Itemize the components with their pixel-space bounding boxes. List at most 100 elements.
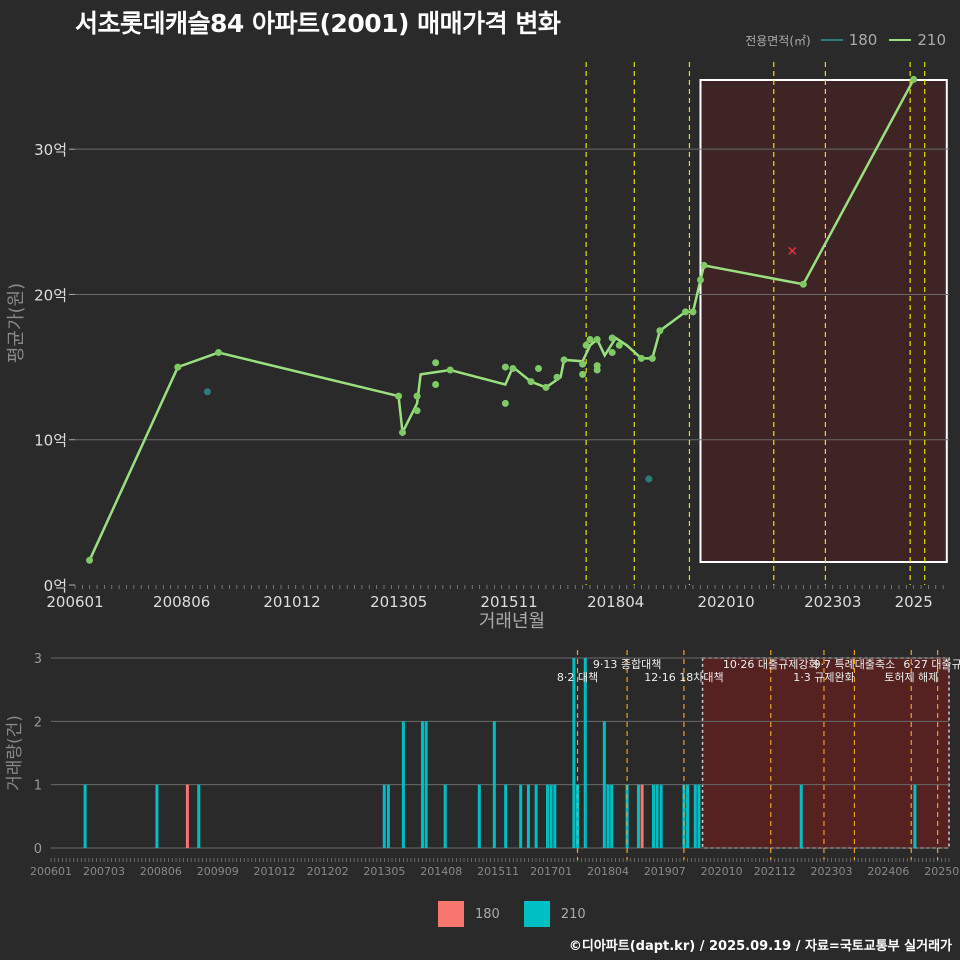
volume-bar-210	[401, 721, 405, 848]
volume-bar-210	[155, 784, 159, 848]
bottom-legend-label-180: 180	[475, 906, 500, 922]
data-point-210	[501, 399, 509, 407]
data-point-210	[501, 363, 509, 371]
data-point-210	[700, 261, 708, 269]
volume-bar-210	[386, 784, 390, 848]
data-point-210	[586, 335, 594, 343]
data-point-180	[203, 388, 211, 396]
data-point-210	[527, 378, 535, 386]
x-tick-label: 200806	[153, 593, 210, 611]
legend-swatch-210	[889, 39, 912, 41]
x-tick-label: 202406	[867, 865, 909, 878]
x-tick-label: 202010	[701, 865, 743, 878]
footer-credit: ©디아파트(dapt.kr) / 2025.09.19 / 자료=국토교통부 실…	[568, 939, 952, 954]
data-point-180	[645, 475, 653, 483]
bottom-legend-swatch-210	[523, 901, 550, 927]
x-tick-label: 201408	[420, 865, 462, 878]
x-tick-label: 200601	[30, 865, 72, 878]
event-label: 토허제 해제	[884, 670, 938, 684]
legend-swatch-180	[820, 39, 843, 41]
y-tick-label: 2	[34, 715, 42, 730]
volume-bar-210	[572, 658, 576, 848]
data-point-210	[582, 341, 590, 349]
legend-label-210: 210	[917, 31, 946, 49]
volume-bar-210	[83, 784, 87, 848]
volume-bar-210	[382, 784, 386, 848]
data-point-210	[432, 359, 440, 367]
volume-bar-210	[549, 784, 553, 848]
volume-bar-210	[553, 784, 557, 848]
volume-bar-210	[610, 784, 614, 848]
volume-bar-210	[546, 784, 550, 848]
x-tick-label: 202010	[697, 593, 754, 611]
bottom-legend: 180 210	[438, 901, 610, 927]
highlight-marker	[788, 246, 797, 255]
data-point-210	[696, 276, 704, 284]
volume-bar-210	[526, 784, 530, 848]
data-point-210	[648, 354, 656, 362]
chart-title: 서초롯데캐슬84 아파트(2001) 매매가격 변화	[75, 9, 561, 38]
x-tick-label: 202112	[754, 865, 796, 878]
volume-bar-210	[519, 784, 523, 848]
volume-bar-210	[693, 784, 697, 848]
data-point-210	[413, 407, 421, 415]
data-point-210	[214, 349, 222, 357]
y-axis-title: 거래량(건)	[5, 715, 25, 791]
x-tick-label: 202303	[804, 593, 861, 611]
x-axis-title: 거래년월	[479, 611, 545, 632]
data-point-210	[395, 392, 403, 400]
volume-bar-210	[420, 721, 424, 848]
data-point-210	[593, 335, 601, 343]
data-point-210	[681, 308, 689, 316]
x-tick-label: 202303	[811, 865, 853, 878]
data-point-210	[615, 341, 623, 349]
y-tick-label: 0	[34, 842, 42, 857]
x-tick-label: 201202	[307, 865, 349, 878]
shaded-period-box	[701, 657, 950, 849]
y-tick-label: 1	[34, 779, 42, 794]
volume-bar-210	[799, 784, 803, 848]
x-tick-label: 201701	[530, 865, 572, 878]
x-tick-label: 201305	[363, 865, 405, 878]
shaded-period-box	[699, 79, 948, 563]
data-point-210	[86, 556, 94, 564]
volume-bar-210	[443, 784, 447, 848]
x-tick-label: 201305	[370, 593, 427, 611]
x-tick-label: 2025	[895, 593, 933, 611]
data-point-210	[608, 334, 616, 342]
volume-bar-210	[583, 658, 587, 848]
volume-bar-210	[606, 784, 610, 848]
event-label: 9·13 종합대책	[593, 658, 661, 671]
data-point-210	[534, 365, 542, 373]
volume-bar-210	[655, 784, 659, 848]
event-label: 6·27 대출규제	[903, 658, 960, 671]
data-point-210	[579, 360, 587, 368]
x-tick-label: 202509	[924, 865, 960, 878]
bottom-legend-swatch-180	[438, 901, 464, 927]
event-label: 10·26 대출규제강화	[723, 658, 819, 671]
x-tick-label: 201511	[480, 593, 537, 611]
x-tick-label: 200703	[83, 865, 125, 878]
volume-bar-210	[636, 784, 640, 848]
x-tick-label: 201511	[477, 865, 519, 878]
x-tick-label: 200909	[197, 865, 239, 878]
volume-bar-210	[477, 784, 481, 848]
y-tick-label: 3	[34, 652, 42, 667]
x-tick-label: 201012	[254, 865, 296, 878]
data-point-210	[799, 280, 807, 288]
top-legend: 전용면적(㎡) 180 210	[745, 31, 952, 49]
y-tick-label: 0억	[44, 577, 67, 595]
volume-bar-210	[651, 784, 655, 848]
volume-bar-210	[197, 784, 201, 848]
volume-bar-210	[534, 784, 538, 848]
x-tick-label: 201804	[587, 865, 629, 878]
data-point-210	[413, 392, 421, 400]
data-point-210	[579, 370, 587, 378]
data-point-210	[446, 366, 454, 374]
event-label: 8·2 대책	[557, 671, 598, 684]
event-label: 12·16 18차대책	[644, 671, 723, 684]
y-tick-label: 20억	[34, 286, 67, 304]
data-point-210	[560, 356, 568, 364]
data-point-210	[637, 354, 645, 362]
data-point-210	[399, 428, 407, 436]
